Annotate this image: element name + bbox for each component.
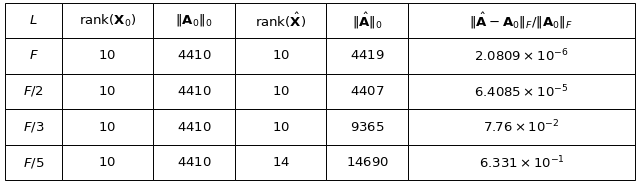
Text: $14$: $14$: [271, 156, 290, 169]
Text: $\|\mathbf{A}_0\|_0$: $\|\mathbf{A}_0\|_0$: [175, 12, 212, 29]
Text: $9365$: $9365$: [350, 120, 385, 134]
Text: $10$: $10$: [99, 156, 116, 169]
Bar: [153, 109, 235, 145]
Text: $4410$: $4410$: [177, 156, 211, 169]
Bar: [326, 145, 408, 180]
Bar: [326, 109, 408, 145]
Bar: [408, 38, 635, 74]
Text: $10$: $10$: [99, 49, 116, 63]
Bar: [408, 109, 635, 145]
Bar: [153, 3, 235, 38]
Text: $L$: $L$: [29, 14, 38, 27]
Text: $10$: $10$: [99, 120, 116, 134]
Bar: [5, 109, 62, 145]
Text: $F$: $F$: [29, 49, 38, 63]
Bar: [62, 109, 153, 145]
Bar: [62, 38, 153, 74]
Text: rank$(\mathbf{X}_0)$: rank$(\mathbf{X}_0)$: [79, 12, 136, 29]
Text: $6.4085 \times 10^{-5}$: $6.4085 \times 10^{-5}$: [474, 83, 569, 100]
Text: $F/5$: $F/5$: [23, 156, 44, 169]
Text: $10$: $10$: [271, 49, 290, 63]
Text: $14690$: $14690$: [346, 156, 389, 169]
Bar: [5, 145, 62, 180]
Bar: [62, 3, 153, 38]
Text: $4410$: $4410$: [177, 85, 211, 98]
Bar: [235, 145, 326, 180]
Text: $7.76 \times 10^{-2}$: $7.76 \times 10^{-2}$: [483, 119, 560, 135]
Bar: [5, 74, 62, 109]
Text: $4419$: $4419$: [350, 49, 385, 63]
Text: $2.0809 \times 10^{-6}$: $2.0809 \times 10^{-6}$: [474, 48, 569, 64]
Text: $10$: $10$: [271, 85, 290, 98]
Bar: [5, 38, 62, 74]
Bar: [62, 74, 153, 109]
Bar: [235, 38, 326, 74]
Bar: [408, 3, 635, 38]
Text: $10$: $10$: [99, 85, 116, 98]
Bar: [62, 145, 153, 180]
Text: $6.331 \times 10^{-1}$: $6.331 \times 10^{-1}$: [479, 154, 564, 171]
Bar: [153, 74, 235, 109]
Text: $\|\hat{\mathbf{A}} - \mathbf{A}_0\|_F/\|\mathbf{A}_0\|_F$: $\|\hat{\mathbf{A}} - \mathbf{A}_0\|_F/\…: [470, 10, 573, 31]
Bar: [235, 109, 326, 145]
Text: $F/3$: $F/3$: [23, 120, 44, 134]
Bar: [5, 3, 62, 38]
Bar: [235, 74, 326, 109]
Bar: [153, 145, 235, 180]
Bar: [153, 38, 235, 74]
Bar: [408, 145, 635, 180]
Bar: [408, 74, 635, 109]
Text: $4410$: $4410$: [177, 120, 211, 134]
Text: rank$(\hat{\mathbf{X}})$: rank$(\hat{\mathbf{X}})$: [255, 11, 306, 30]
Bar: [326, 3, 408, 38]
Text: $F/2$: $F/2$: [23, 85, 44, 98]
Text: $4407$: $4407$: [350, 85, 385, 98]
Bar: [326, 74, 408, 109]
Bar: [235, 3, 326, 38]
Text: $10$: $10$: [271, 120, 290, 134]
Text: $\|\hat{\mathbf{A}}\|_0$: $\|\hat{\mathbf{A}}\|_0$: [352, 10, 383, 31]
Text: $4410$: $4410$: [177, 49, 211, 63]
Bar: [326, 38, 408, 74]
